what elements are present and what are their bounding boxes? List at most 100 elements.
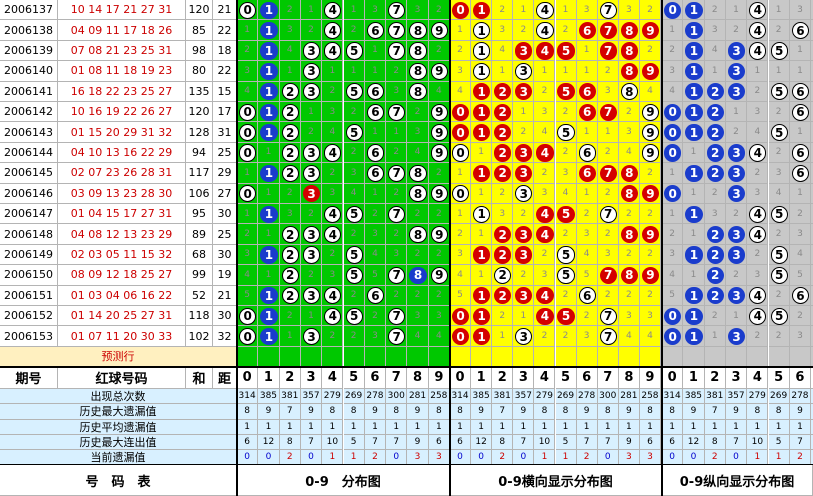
stat-value: 9: [513, 404, 535, 420]
horiz-digit-cell: 4: [639, 81, 661, 102]
horiz-header-digit: 3: [513, 367, 535, 390]
horiz-digit-cell: 3: [618, 122, 640, 143]
dist-digit-ball: 1: [260, 22, 278, 40]
vert-digit-cell: 3: [811, 244, 813, 266]
vert-digit-cell: 1: [768, 0, 790, 21]
stat-value: 314: [450, 389, 472, 405]
dist-digit-cell: 3: [343, 163, 365, 184]
horiz-digit-ball: 0: [451, 307, 470, 325]
dist-digit-cell: 2: [322, 326, 344, 347]
dist-digit-cell: 2: [279, 306, 301, 327]
stat-value: 6: [450, 434, 472, 450]
horiz-header-digit: 2: [492, 367, 514, 390]
vert-digit-ball: 0: [664, 307, 682, 325]
dist-digit-cell: 2: [300, 122, 323, 143]
stat-value: 9: [789, 404, 812, 420]
stat-value: 0: [725, 450, 748, 466]
horiz-digit-cell: 1: [492, 61, 514, 82]
red-balls-cell: 08 09 12 18 25 27: [58, 265, 186, 286]
horiz-digit-ball: 1: [473, 246, 491, 264]
dist-digit-ball: 7: [388, 205, 406, 223]
issue-cell: 2006147: [0, 204, 58, 225]
horiz-digit-ball: 3: [515, 83, 533, 101]
horiz-digit-ball: 4: [536, 287, 554, 305]
dist-digit-ball: 7: [388, 1, 406, 19]
horiz-digit-cell: 2: [450, 40, 472, 62]
horiz-digit-ball: 3: [515, 287, 533, 305]
vert-digit-ball: 4: [749, 42, 767, 60]
dist-digit-ball: 8: [409, 164, 427, 182]
dist-header-digit: 9: [428, 367, 450, 390]
dist-digit-ball: 3: [302, 62, 321, 80]
vert-digit-cell: 2: [768, 224, 790, 245]
horiz-digit-ball: 1: [473, 83, 491, 101]
issue-cell: 2006138: [0, 20, 58, 41]
vert-digit-cell: 2: [704, 183, 726, 204]
vert-digit-cell: 4: [662, 81, 684, 102]
horiz-digit-cell: 2: [450, 224, 472, 245]
vert-digit-cell: 1: [683, 224, 705, 245]
horiz-digit-cell: 2: [597, 61, 619, 82]
stat-value: 8: [343, 404, 365, 420]
vert-digit-cell: 2: [725, 204, 748, 225]
dist-digit-cell: 1: [364, 122, 387, 143]
dist-digit-ball: 4: [324, 205, 342, 223]
stat-value: 9: [364, 404, 387, 420]
horiz-digit-ball: 9: [641, 62, 660, 80]
stat-value: 1: [343, 450, 365, 466]
vert-digit-ball: 6: [791, 287, 810, 305]
dist-digit-cell: 3: [364, 326, 387, 347]
vert-digit-ball: 1: [685, 164, 703, 182]
stat-value: 279: [322, 389, 344, 405]
sum-cell: 102: [186, 326, 213, 347]
stat-value: 9: [618, 404, 640, 420]
vert-digit-ball: 3: [727, 226, 746, 244]
horiz-digit-ball: 3: [515, 328, 533, 346]
dist-digit-cell: 2: [407, 244, 429, 266]
sum-cell: 89: [186, 224, 213, 245]
dist-digit-ball: 9: [430, 103, 448, 121]
stat-value: 8: [237, 404, 259, 420]
stat-value: 8: [279, 434, 301, 450]
stat-value: 0: [683, 450, 705, 466]
horiz-digit-cell: 2: [513, 122, 535, 143]
horiz-digit-cell: 4: [450, 81, 472, 102]
horiz-digit-cell: 2: [534, 326, 556, 347]
stat-value: 6: [428, 434, 450, 450]
stat-value: 2: [279, 450, 301, 466]
header-gap: 距: [213, 367, 237, 390]
horiz-digit-cell: 2: [492, 306, 514, 327]
stat-value: 5: [555, 434, 577, 450]
gap-cell: 21: [213, 285, 237, 306]
horiz-digit-cell: 2: [555, 224, 577, 245]
dist-digit-ball: 8: [409, 62, 427, 80]
sum-cell: 98: [186, 40, 213, 62]
stat-value: 9: [576, 404, 598, 420]
stat-value: 12: [683, 434, 705, 450]
dist-digit-cell: 1: [237, 163, 259, 184]
horiz-digit-cell: 2: [534, 244, 556, 266]
dist-digit-ball: 9: [430, 22, 448, 40]
sum-cell: 94: [186, 142, 213, 164]
dist-digit-ball: 9: [430, 226, 448, 244]
stat-value: 1: [683, 419, 705, 435]
vert-digit-cell: 4: [747, 122, 769, 143]
dist-predict-cell: [343, 346, 365, 368]
dist-digit-cell: 1: [364, 40, 387, 62]
horiz-digit-cell: 2: [618, 204, 640, 225]
dist-digit-ball: 5: [345, 266, 363, 284]
dist-digit-ball: 3: [302, 164, 321, 182]
vert-digit-ball: 1: [685, 328, 703, 346]
horiz-digit-ball: 3: [515, 42, 533, 60]
horiz-digit-cell: 2: [555, 326, 577, 347]
vert-header-digit: 3: [725, 367, 748, 390]
dist-header-digit: 1: [258, 367, 280, 390]
stat-value: 9: [258, 404, 280, 420]
dist-digit-ball: 3: [302, 42, 321, 60]
vert-digit-cell: [811, 265, 813, 286]
horiz-digit-cell: 1: [471, 224, 493, 245]
horiz-digit-ball: 2: [494, 144, 512, 162]
stat-value: 8: [555, 404, 577, 420]
vert-digit-cell: 2: [811, 142, 813, 164]
stat-value: 7: [386, 434, 408, 450]
